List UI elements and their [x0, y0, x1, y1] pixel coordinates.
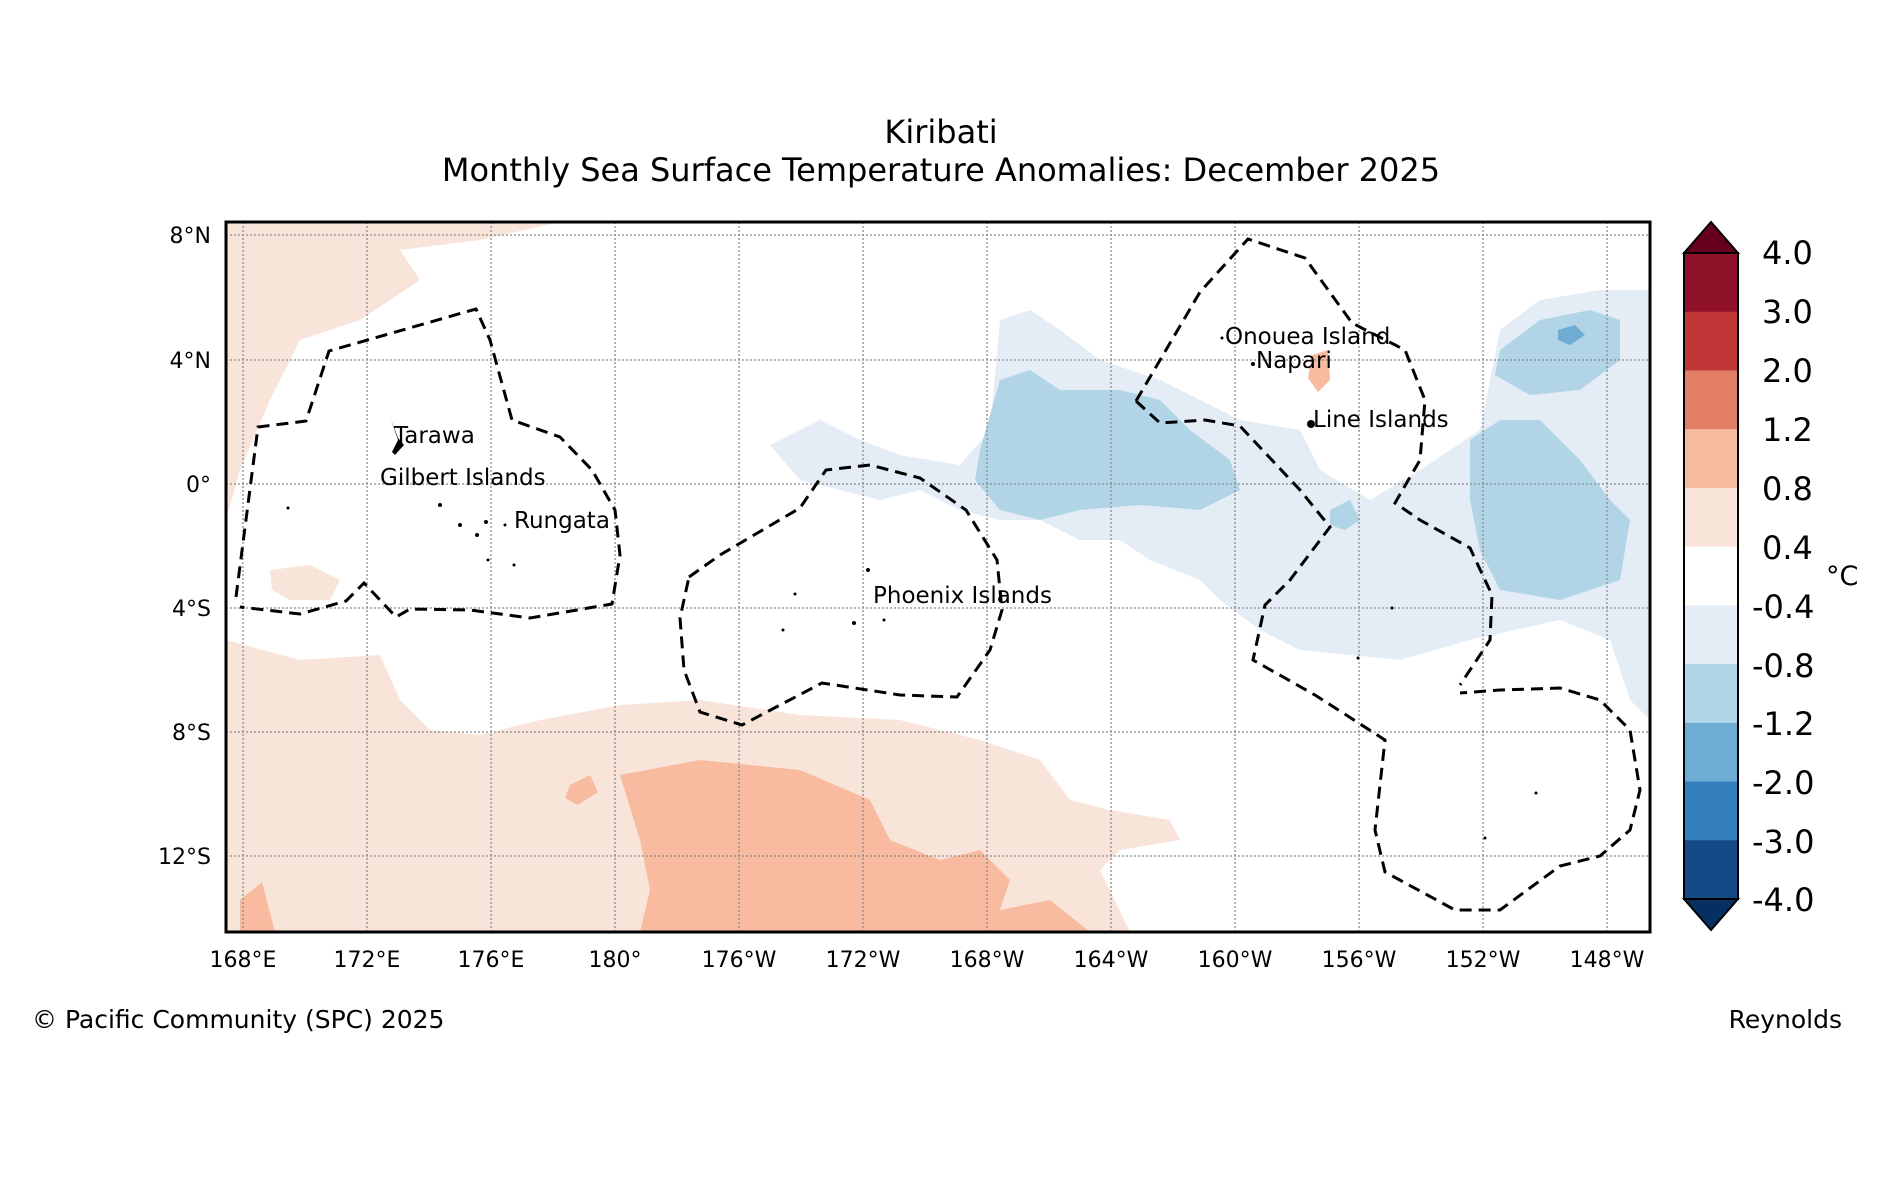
- colorbar-label: 4.0: [1762, 234, 1813, 272]
- data-source-label: Reynolds: [1728, 1005, 1842, 1034]
- lat-tick-label: 4°N: [170, 349, 211, 374]
- island-marker: [852, 621, 856, 625]
- warm-anomaly-east: [270, 565, 340, 600]
- island-marker: [882, 618, 886, 622]
- island-marker: [1390, 606, 1394, 610]
- colorbar-segment: [1684, 253, 1738, 313]
- copyright-text: © Pacific Community (SPC) 2025: [32, 1005, 445, 1034]
- lon-tick-label: 164°W: [1074, 948, 1149, 973]
- place-label-napari: Napari: [1256, 348, 1332, 374]
- map-frame: [224, 220, 1652, 934]
- lon-tick-label: 156°W: [1322, 948, 1397, 973]
- colorbar-label: -4.0: [1752, 881, 1814, 919]
- island-marker: [1220, 336, 1224, 340]
- map-subtitle: Monthly Sea Surface Temperature Anomalie…: [441, 151, 1441, 189]
- eez-boundaries: [234, 237, 1642, 912]
- lon-tick-label: 176°E: [458, 948, 525, 973]
- colorbar-segment: [1684, 781, 1738, 841]
- island-marker: [793, 592, 797, 596]
- colorbar-segment: [1684, 722, 1738, 783]
- colorbar-label: -0.4: [1752, 588, 1814, 626]
- islands: [286, 336, 1538, 840]
- colorbar-segment: [1684, 546, 1738, 606]
- line-islands-north-eez-boundary: [1134, 237, 1494, 686]
- warm-anomaly-blob: [565, 775, 598, 805]
- island-marker: [1251, 362, 1255, 366]
- island-marker: [475, 533, 479, 537]
- cool-anomaly-mid: [975, 370, 1240, 520]
- place-label-rungata: Rungata: [514, 508, 610, 534]
- island-marker: [1356, 656, 1360, 660]
- place-label-onouea-island: Onouea Island: [1225, 324, 1390, 350]
- lat-tick-label: 4°S: [172, 597, 211, 622]
- colorbar-bottom-extension: [1681, 898, 1741, 932]
- cool-anomaly-spot: [1558, 325, 1585, 345]
- lon-tick-label: 148°W: [1570, 948, 1645, 973]
- cool-anomaly-small: [1330, 500, 1360, 530]
- lon-tick-label: 152°W: [1446, 948, 1521, 973]
- tarawa-atoll-icon: [391, 420, 404, 455]
- lon-tick-label: 168°E: [210, 948, 277, 973]
- warm-anomaly-southwest: [240, 882, 275, 932]
- lat-tick-label: 8°S: [172, 721, 211, 746]
- lat-tick-label: 8°N: [170, 224, 211, 249]
- island-marker: [458, 523, 462, 527]
- cool-anomaly-east: [1470, 420, 1630, 600]
- map-region-title: Kiribati: [884, 113, 998, 151]
- colorbar-label: 2.0: [1762, 352, 1813, 390]
- colorbar-segment: [1684, 311, 1738, 371]
- lon-tick-label: 172°W: [826, 948, 901, 973]
- island-marker: [781, 628, 785, 632]
- place-label-gilbert-islands: Gilbert Islands: [380, 465, 546, 491]
- colorbar-label: 0.4: [1762, 529, 1813, 567]
- colorbar-label: 3.0: [1762, 293, 1813, 331]
- colorbar-label: 1.2: [1762, 411, 1813, 449]
- island-marker: [503, 523, 507, 527]
- lon-tick-label: 172°E: [334, 948, 401, 973]
- warm-anomaly-core: [620, 760, 1090, 932]
- place-label-line-islands: Line Islands: [1313, 407, 1449, 433]
- lon-tick-label: 180°: [589, 948, 642, 973]
- island-marker: [512, 563, 516, 567]
- lat-tick-label: 12°S: [158, 845, 211, 870]
- colorbar-segment: [1684, 370, 1738, 430]
- colorbar-label: -3.0: [1752, 823, 1814, 861]
- gilbert-eez-boundary: [234, 307, 622, 620]
- island-marker: [438, 503, 442, 507]
- colorbar-segment: [1684, 840, 1738, 900]
- island-marker: [1483, 836, 1487, 840]
- colorbar-label: 0.8: [1762, 470, 1813, 508]
- warm-anomaly-west: [226, 222, 560, 520]
- gridlines: [226, 222, 1650, 932]
- colorbar: [1681, 220, 1741, 932]
- island-marker: [486, 558, 490, 562]
- colorbar-top-extension: [1681, 220, 1741, 254]
- island-marker: [866, 568, 870, 572]
- lon-tick-label: 168°W: [950, 948, 1025, 973]
- colorbar-segment: [1684, 429, 1738, 489]
- place-label-phoenix-islands: Phoenix Islands: [873, 583, 1052, 609]
- lon-tick-label: 176°W: [702, 948, 777, 973]
- colorbar-segment: [1684, 605, 1738, 665]
- line-islands-north-eez-inner: [1134, 399, 1642, 912]
- colorbar-frame: [1683, 252, 1739, 900]
- colorbar-label: -1.2: [1752, 705, 1814, 743]
- colorbar-label: -0.8: [1752, 647, 1814, 685]
- cool-anomaly-northeast: [1495, 310, 1620, 395]
- island-marker: [1534, 791, 1538, 795]
- colorbar-segment: [1684, 487, 1738, 548]
- anomaly-field: [226, 222, 1650, 932]
- lon-tick-label: 160°W: [1198, 948, 1273, 973]
- colorbar-unit: °C: [1826, 561, 1858, 592]
- colorbar-label: -2.0: [1752, 764, 1814, 802]
- island-marker: [286, 506, 290, 510]
- lat-tick-label: 0°: [186, 473, 211, 498]
- place-label-tarawa: Tarawa: [393, 423, 475, 449]
- phoenix-eez-boundary: [678, 463, 1004, 727]
- colorbar-segment: [1684, 664, 1738, 724]
- island-marker: [1307, 420, 1315, 428]
- warm-anomaly-north: [1308, 350, 1330, 392]
- island-marker: [484, 520, 488, 524]
